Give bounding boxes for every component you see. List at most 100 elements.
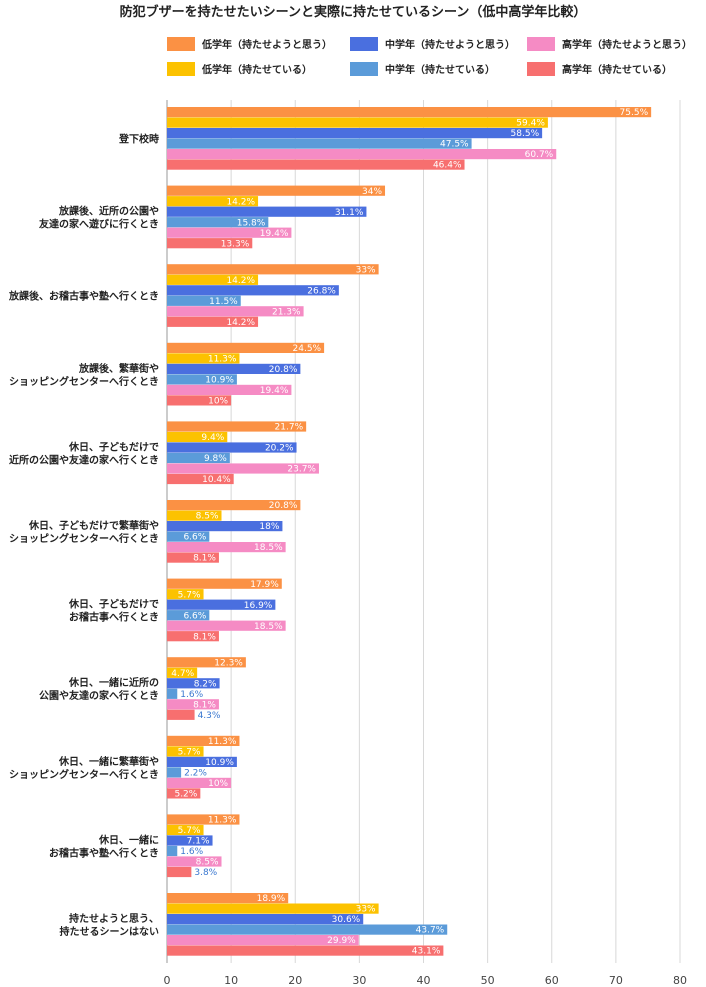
data-label: 2.2% — [184, 769, 207, 779]
bar — [167, 814, 240, 825]
bar — [167, 463, 319, 474]
bar — [167, 500, 301, 511]
bar — [167, 353, 240, 364]
data-label: 8.1% — [193, 700, 216, 710]
data-label: 43.1% — [412, 947, 441, 957]
legend-label: 中学年（持たせようと思う） — [385, 38, 515, 51]
category-label: 休日、一緒に繁華街や — [58, 755, 159, 768]
data-label: 60.7% — [525, 150, 554, 160]
data-label: 14.2% — [226, 197, 255, 207]
data-label: 8.1% — [193, 554, 216, 564]
bar — [167, 374, 237, 385]
data-label: 7.1% — [187, 837, 210, 847]
data-label: 8.2% — [194, 679, 217, 689]
data-label: 13.3% — [221, 239, 250, 249]
bar — [167, 452, 230, 464]
data-label: 14.2% — [226, 276, 255, 286]
x-tick-label: 40 — [417, 974, 431, 987]
data-label: 8.5% — [196, 858, 219, 868]
data-label: 4.7% — [171, 669, 194, 679]
legend-label: 中学年（持たせている） — [385, 63, 495, 76]
bar — [167, 578, 282, 589]
data-label: 11.3% — [208, 737, 237, 747]
bar — [167, 238, 253, 249]
bar — [167, 442, 297, 453]
category-label: 近所の公園や友達の家へ行くとき — [9, 453, 159, 466]
legend-swatch — [527, 37, 555, 51]
legend-swatch — [167, 37, 195, 51]
data-label: 31.1% — [335, 208, 364, 218]
data-label: 6.6% — [183, 533, 206, 543]
data-label: 12.3% — [214, 658, 243, 668]
legend-swatch — [350, 62, 378, 76]
x-tick-label: 10 — [224, 974, 238, 987]
category-label: 休日、一緒に — [98, 833, 159, 846]
bar — [167, 196, 259, 207]
bar — [167, 421, 307, 432]
bar — [167, 824, 204, 836]
data-label: 23.7% — [287, 465, 316, 475]
data-label: 19.4% — [260, 386, 289, 396]
data-label: 58.5% — [511, 129, 540, 139]
bars: 75.5% 59.4%58.5% 47.5% 60.7% 46.4% 34% 14.2% 31… — [167, 107, 652, 957]
bar — [167, 363, 301, 374]
data-label: 43.7% — [416, 926, 445, 936]
data-label: 14.2% — [226, 318, 255, 328]
data-label: 18% — [259, 522, 279, 532]
bar — [167, 510, 222, 521]
bar — [167, 777, 232, 788]
bar — [167, 531, 210, 542]
chart-title: 防犯ブザーを持たせたいシーンと実際に持たせているシーン（低中高学年比較） — [120, 4, 587, 20]
bar — [167, 893, 289, 904]
bar — [167, 227, 292, 238]
x-tick-label: 0 — [164, 974, 171, 987]
bar — [167, 264, 379, 275]
data-label: 10% — [208, 779, 228, 789]
bar — [167, 709, 195, 720]
bar — [167, 866, 192, 878]
bar — [167, 384, 292, 395]
data-label: 21.3% — [272, 307, 301, 317]
data-label: 24.5% — [293, 344, 322, 354]
bar — [167, 735, 240, 746]
data-label: 5.7% — [178, 826, 201, 836]
data-label: 3.8% — [194, 868, 217, 878]
bar — [167, 473, 234, 485]
bar — [167, 149, 557, 160]
data-label: 20.8% — [269, 365, 298, 375]
data-label: 20.2% — [265, 444, 294, 454]
bar — [167, 342, 325, 353]
bar — [167, 620, 286, 631]
legend-label: 低学年（持たせている） — [201, 63, 312, 76]
category-label: 登下校時 — [118, 133, 159, 146]
legend-swatch — [167, 62, 195, 76]
category-label: ショッピングセンターへ行くとき — [9, 375, 159, 388]
x-tick-label: 80 — [673, 974, 687, 987]
data-label: 10.9% — [205, 758, 234, 768]
x-tick-label: 70 — [609, 974, 623, 987]
bar — [167, 845, 178, 857]
bar — [167, 699, 219, 710]
x-tick-label: 50 — [481, 974, 495, 987]
data-label: 59.4% — [516, 119, 545, 129]
category-label: 休日、一緒に近所の — [68, 676, 159, 689]
bar — [167, 657, 246, 668]
category-label: お稽古事へ行くとき — [69, 611, 159, 624]
bar — [167, 117, 548, 128]
bar — [167, 631, 219, 642]
data-label: 18.5% — [254, 622, 283, 632]
bar — [167, 914, 364, 925]
x-tick-label: 30 — [352, 974, 366, 987]
bar — [167, 107, 652, 118]
bar — [167, 935, 359, 946]
data-label: 5.7% — [178, 748, 201, 758]
data-label: 15.8% — [237, 218, 266, 228]
bar — [167, 395, 232, 406]
legend-label: 高学年（持たせている） — [562, 63, 672, 76]
data-label: 5.2% — [174, 790, 197, 800]
bar — [167, 217, 269, 228]
category-label: 放課後、近所の公園や — [58, 205, 159, 218]
category-label: 休日、子どもだけで — [68, 440, 159, 453]
bar — [167, 903, 379, 914]
bar — [167, 274, 259, 285]
